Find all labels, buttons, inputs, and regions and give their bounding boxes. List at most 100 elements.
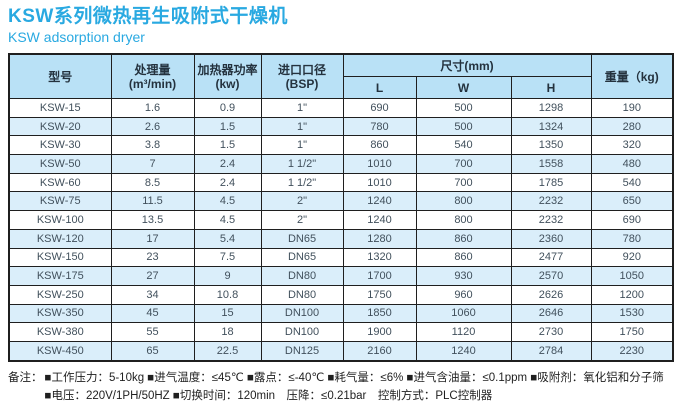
cell-h: 1350: [510, 135, 592, 156]
table-row: KSW-450 65 22.5 DN125 2160 1240 2784 2230: [8, 340, 674, 362]
cell-l: 860: [342, 135, 417, 156]
col-header-inlet-unit: (BSP): [285, 76, 319, 91]
cell-h: 2360: [510, 228, 592, 249]
col-header-capacity-name: 处理量: [134, 62, 171, 77]
cell-w: 860: [415, 228, 512, 249]
cell-model: KSW-450: [8, 340, 112, 362]
col-header-heater-name: 加热器功率: [197, 62, 258, 77]
header-row-sub: L W H: [9, 76, 673, 99]
notes-lines: ■工作压力：5-10kg ■进气温度：≤45℃ ■露点：≤-40℃ ■耗气量：≤…: [45, 369, 664, 405]
cell-w: 860: [415, 247, 512, 268]
table-row: KSW-175 27 9 DN80 1700 930 2570 1050: [8, 266, 674, 286]
cell-weight: 540: [590, 172, 674, 193]
cell-power: 0.9: [193, 98, 262, 118]
cell-weight: 190: [590, 98, 674, 118]
col-header-height: H: [510, 76, 592, 99]
cell-w: 800: [415, 191, 512, 212]
cell-capacity: 8.5: [110, 172, 195, 193]
cell-weight: 780: [590, 228, 674, 249]
cell-capacity: 45: [110, 303, 195, 324]
notes-line-1: ■工作压力：5-10kg ■进气温度：≤45℃ ■露点：≤-40℃ ■耗气量：≤…: [44, 371, 664, 384]
table-row: KSW-15 1.6 0.9 1" 690 500 1298 190: [8, 98, 674, 118]
table-body: KSW-15 1.6 0.9 1" 690 500 1298 190 KSW-20 2.6 1.5 1…: [8, 98, 674, 362]
cell-inlet: DN80: [260, 284, 344, 305]
table-header: 型号 处理量 (m³/min) 加热器功率 (kw) 进口口径 (BSP) 尺寸…: [8, 53, 674, 99]
col-header-model: 型号: [8, 53, 112, 99]
notes: 备注： ■工作压力：5-10kg ■进气温度：≤45℃ ■露点：≤-40℃ ■耗…: [8, 369, 672, 405]
cell-model: KSW-175: [8, 266, 112, 286]
cell-model: KSW-120: [8, 228, 112, 249]
cell-weight: 690: [590, 210, 674, 230]
cell-capacity: 34: [110, 284, 195, 305]
cell-weight: 1750: [590, 322, 674, 342]
cell-model: KSW-20: [8, 116, 112, 137]
cell-weight: 2230: [590, 340, 674, 362]
cell-weight: 480: [590, 154, 674, 174]
cell-inlet: DN65: [260, 228, 344, 249]
cell-w: 700: [415, 154, 512, 174]
cell-model: KSW-50: [8, 154, 112, 174]
cell-capacity: 55: [110, 322, 195, 342]
cell-inlet: 2": [260, 191, 344, 212]
cell-model: KSW-30: [8, 135, 112, 156]
cell-inlet: 1": [260, 98, 344, 118]
cell-capacity: 17: [110, 228, 195, 249]
cell-model: KSW-100: [8, 210, 112, 230]
cell-capacity: 11.5: [110, 191, 195, 212]
cell-power: 2.4: [193, 154, 262, 174]
cell-w: 1120: [415, 322, 512, 342]
cell-inlet: 1": [260, 116, 344, 137]
cell-h: 2232: [510, 210, 592, 230]
spec-table: 型号 处理量 (m³/min) 加热器功率 (kw) 进口口径 (BSP) 尺寸…: [8, 53, 675, 362]
cell-model: KSW-75: [8, 191, 112, 212]
col-header-capacity-unit: (m³/min): [128, 76, 177, 91]
col-header-weight: 重量（kg): [590, 53, 674, 99]
cell-l: 1750: [342, 284, 417, 305]
table-row: KSW-350 45 15 DN100 1850 1060 2646 1530: [8, 303, 674, 324]
cell-power: 10.8: [193, 284, 262, 305]
cell-model: KSW-380: [8, 322, 112, 342]
col-header-capacity: 处理量 (m³/min): [110, 53, 195, 99]
cell-power: 5.4: [193, 228, 262, 249]
cell-w: 500: [415, 98, 512, 118]
header-row-main: 型号 处理量 (m³/min) 加热器功率 (kw) 进口口径 (BSP) 尺寸…: [8, 53, 674, 99]
cell-h: 1785: [510, 172, 592, 193]
col-header-heater-power: 加热器功率 (kw): [193, 53, 262, 99]
cell-l: 1010: [342, 154, 417, 174]
page-subtitle: KSW adsorption dryer: [8, 29, 145, 45]
cell-h: 2232: [510, 191, 592, 212]
cell-inlet: 2": [260, 210, 344, 230]
cell-model: KSW-150: [8, 247, 112, 268]
cell-w: 1060: [415, 303, 512, 324]
cell-model: KSW-350: [8, 303, 112, 324]
cell-l: 1900: [342, 322, 417, 342]
cell-inlet: DN100: [260, 303, 344, 324]
cell-model: KSW-60: [8, 172, 112, 193]
table-row: KSW-100 13.5 4.5 2" 1240 800 2232 690: [8, 210, 674, 230]
cell-power: 9: [193, 266, 262, 286]
cell-w: 930: [415, 266, 512, 286]
cell-power: 1.5: [193, 135, 262, 156]
cell-w: 500: [415, 116, 512, 137]
cell-h: 2477: [510, 247, 592, 268]
cell-inlet: DN80: [260, 266, 344, 286]
cell-capacity: 23: [110, 247, 195, 268]
cell-h: 2626: [510, 284, 592, 305]
cell-capacity: 3.8: [110, 135, 195, 156]
cell-power: 2.4: [193, 172, 262, 193]
col-header-length: L: [342, 76, 417, 99]
col-header-inlet: 进口口径 (BSP): [260, 53, 344, 99]
cell-l: 1240: [342, 210, 417, 230]
cell-l: 1700: [342, 266, 417, 286]
table-row: KSW-150 23 7.5 DN65 1320 860 2477 920: [8, 247, 674, 268]
cell-model: KSW-250: [8, 284, 112, 305]
table-row: KSW-50 7 2.4 1 1/2" 1010 700 1558 480: [8, 154, 674, 174]
table-row: KSW-20 2.6 1.5 1" 780 500 1324 280: [8, 116, 674, 137]
cell-capacity: 27: [110, 266, 195, 286]
cell-power: 15: [193, 303, 262, 324]
cell-l: 1280: [342, 228, 417, 249]
cell-l: 1320: [342, 247, 417, 268]
table-row: KSW-250 34 10.8 DN80 1750 960 2626 1200: [8, 284, 674, 305]
page-title: KSW系列微热再生吸附式干燥机: [8, 6, 288, 27]
cell-h: 2784: [510, 340, 592, 362]
